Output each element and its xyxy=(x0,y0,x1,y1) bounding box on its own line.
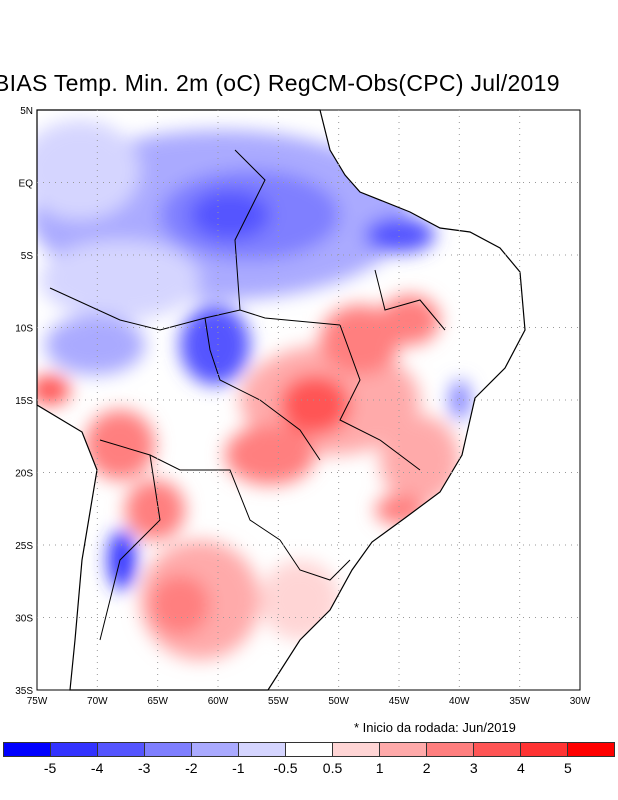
colorbar-label: 5 xyxy=(564,760,572,776)
lon-tick-label: 50W xyxy=(328,696,349,705)
lat-tick-label: 10S xyxy=(15,324,33,335)
colorbar-swatch xyxy=(98,743,145,756)
lat-tick-label: 25S xyxy=(15,541,33,552)
colorbar-label: 4 xyxy=(516,760,525,776)
colorbar-swatch xyxy=(286,743,333,756)
colorbar-swatch xyxy=(4,743,51,756)
colorbar-label: -1 xyxy=(232,760,245,776)
colorbar-swatch xyxy=(380,743,427,756)
colorbar-swatch xyxy=(145,743,192,756)
colorbar-label: 1 xyxy=(375,760,384,776)
colorbar-swatch xyxy=(568,743,614,756)
colorbar-swatch xyxy=(51,743,98,756)
lat-tick-label: 30S xyxy=(15,614,33,625)
lon-tick-label: 75W xyxy=(27,696,48,705)
map-title: BIAS Temp. Min. 2m (oC) RegCM-Obs(CPC) J… xyxy=(0,70,560,96)
colorbar-label: 3 xyxy=(469,760,478,776)
colorbar-label: 0.5 xyxy=(322,760,343,776)
lon-tick-label: 30W xyxy=(570,696,591,705)
colorbar-swatch xyxy=(474,743,521,756)
lat-tick-label: 5S xyxy=(21,251,34,262)
lat-tick-label: 20S xyxy=(15,469,33,480)
latitude-labels: 5N EQ 5S 10S 15S 20S 25S 30S 35S xyxy=(15,106,33,697)
graticule xyxy=(37,110,580,690)
colorbar-swatch xyxy=(521,743,568,756)
colorbar-swatch xyxy=(192,743,239,756)
colorbar-swatch xyxy=(427,743,474,756)
lat-tick-label: 15S xyxy=(15,396,33,407)
colorbar-label: -3 xyxy=(137,760,151,776)
colorbar-label: -5 xyxy=(43,760,57,776)
colorbar xyxy=(3,742,615,757)
lon-tick-label: 65W xyxy=(147,696,168,705)
bias-map: 75W 70W 65W 60W 55W 50W 45W 40W 35W 30W 5N EQ 5S 10S… xyxy=(15,106,591,705)
lat-tick-label: EQ xyxy=(19,179,34,190)
lon-tick-label: 40W xyxy=(449,696,470,705)
lon-tick-label: 70W xyxy=(87,696,108,705)
lon-tick-label: 35W xyxy=(509,696,530,705)
lon-tick-label: 55W xyxy=(268,696,289,705)
lat-tick-label: 35S xyxy=(15,686,33,697)
colorbar-swatch xyxy=(333,743,380,756)
colorbar-label: -0.5 xyxy=(273,760,298,776)
colorbar-label: -2 xyxy=(185,760,198,776)
run-start-note: * Inicio da rodada: Jun/2019 xyxy=(354,720,516,735)
lon-tick-label: 60W xyxy=(208,696,229,705)
colorbar-label: 2 xyxy=(422,760,431,776)
longitude-labels: 75W 70W 65W 60W 55W 50W 45W 40W 35W 30W xyxy=(27,696,591,705)
colorbar-label: -4 xyxy=(90,760,104,776)
borders xyxy=(49,149,446,641)
lon-tick-label: 45W xyxy=(389,696,410,705)
lat-tick-label: 5N xyxy=(20,106,33,117)
colorbar-swatch xyxy=(239,743,286,756)
